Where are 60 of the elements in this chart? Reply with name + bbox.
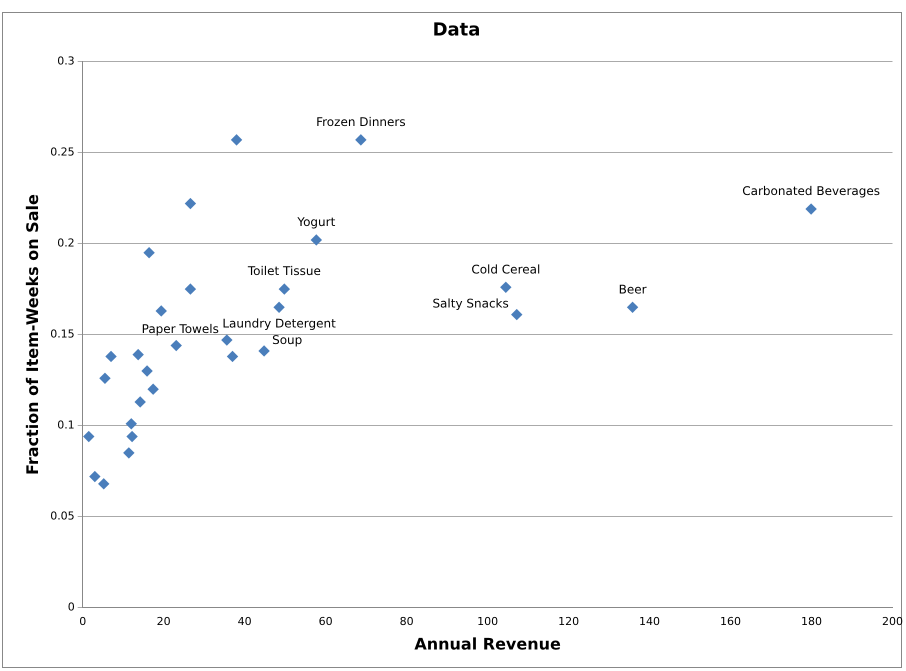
point bbox=[98, 478, 110, 490]
point bbox=[106, 350, 117, 362]
annotation: Toilet Tissue bbox=[246, 264, 321, 278]
x-axis-title: Annual Revenue bbox=[414, 634, 561, 654]
y-tick-label: 0.3 bbox=[57, 54, 75, 68]
y-tick-label: 0 bbox=[68, 600, 75, 614]
y-tick-label: 0.15 bbox=[50, 327, 75, 340]
annotation: Yogurt bbox=[296, 215, 336, 230]
point bbox=[126, 418, 137, 430]
point bbox=[144, 247, 155, 258]
point bbox=[221, 334, 232, 346]
x-tick-label: 0 bbox=[79, 615, 86, 628]
x-tick-label: 120 bbox=[558, 615, 580, 628]
y-tick-label: 0.1 bbox=[57, 418, 75, 432]
annotation: Paper Towels bbox=[142, 322, 219, 336]
point bbox=[355, 134, 366, 146]
x-tick-label: 20 bbox=[156, 615, 171, 628]
point bbox=[274, 302, 285, 313]
x-tick-label: 40 bbox=[238, 615, 252, 628]
y-axis-title: Fraction of Item-Weeks on Sale bbox=[22, 194, 42, 476]
annotation: Carbonated Beverages bbox=[742, 184, 880, 198]
point bbox=[227, 350, 238, 362]
point bbox=[806, 204, 817, 215]
point bbox=[231, 134, 242, 146]
x-tick-label: 180 bbox=[801, 615, 822, 628]
y-tick-label: 0.05 bbox=[50, 509, 75, 522]
x-tick-label: 160 bbox=[720, 615, 742, 628]
point bbox=[156, 305, 167, 316]
annotation: Soup bbox=[272, 333, 302, 348]
annotation: Frozen Dinners bbox=[316, 114, 406, 129]
point bbox=[310, 234, 322, 246]
point bbox=[126, 431, 138, 442]
point bbox=[83, 431, 94, 442]
x-tick-label: 200 bbox=[882, 615, 903, 628]
annotation: Salty Snacks bbox=[432, 296, 509, 311]
point bbox=[184, 198, 196, 210]
point bbox=[627, 302, 638, 313]
point bbox=[148, 384, 159, 395]
annotation: Laundry Detergent bbox=[222, 316, 336, 330]
point bbox=[184, 284, 196, 295]
point bbox=[142, 366, 153, 376]
point bbox=[132, 349, 144, 360]
point bbox=[500, 282, 512, 293]
point bbox=[258, 345, 270, 356]
chart-title: Data bbox=[432, 19, 480, 40]
annotation: Beer bbox=[618, 282, 647, 296]
point bbox=[134, 396, 146, 408]
point bbox=[123, 447, 134, 458]
point bbox=[278, 284, 290, 295]
x-tick-label: 60 bbox=[318, 615, 333, 628]
point bbox=[170, 340, 182, 352]
point bbox=[99, 372, 110, 384]
x-tick-label: 140 bbox=[639, 615, 660, 628]
point bbox=[511, 309, 522, 320]
x-tick-label: 80 bbox=[400, 615, 414, 628]
annotation: Cold Cereal bbox=[471, 262, 540, 276]
y-tick-label: 0.2 bbox=[57, 236, 75, 250]
point bbox=[89, 471, 100, 482]
y-tick-label: 0.25 bbox=[50, 145, 75, 158]
x-tick-label: 100 bbox=[477, 615, 498, 628]
